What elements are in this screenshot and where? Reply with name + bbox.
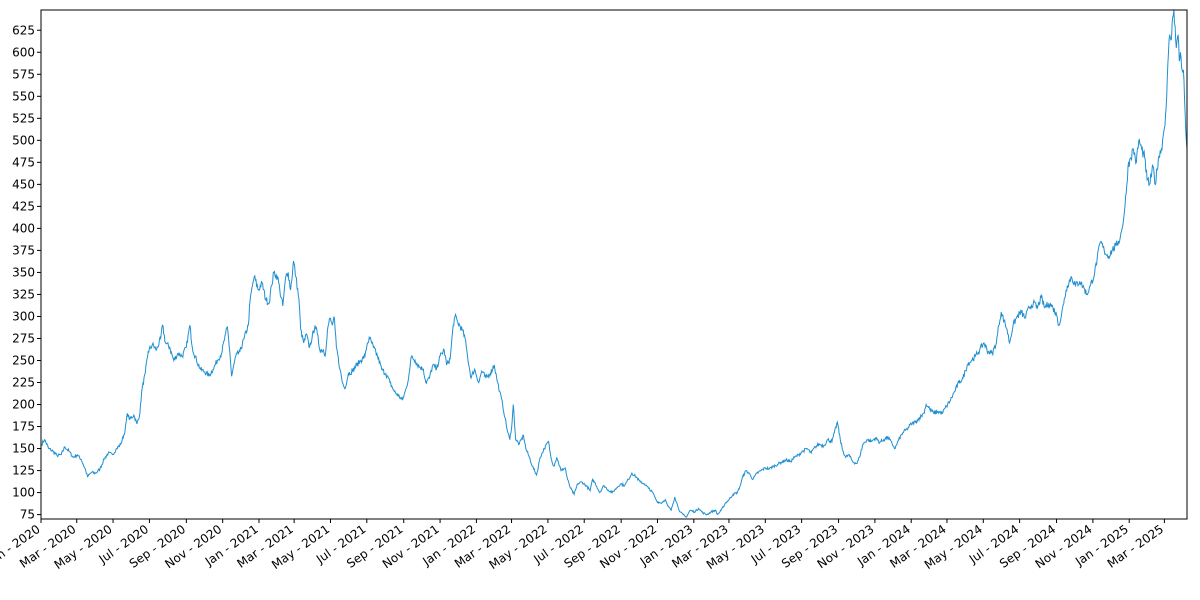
y-tick-label: 525 bbox=[12, 111, 35, 125]
y-tick-label: 325 bbox=[12, 287, 35, 301]
y-tick-label: 625 bbox=[12, 23, 35, 37]
y-tick-label: 550 bbox=[12, 89, 35, 103]
y-tick-label: 100 bbox=[12, 486, 35, 500]
y-tick-label: 425 bbox=[12, 199, 35, 213]
y-tick-label: 450 bbox=[12, 177, 35, 191]
y-tick-label: 125 bbox=[12, 464, 35, 478]
y-tick-label: 250 bbox=[12, 353, 35, 367]
y-tick-label: 75 bbox=[20, 508, 35, 522]
y-tick-label: 300 bbox=[12, 309, 35, 323]
y-tick-label: 350 bbox=[12, 265, 35, 279]
y-tick-label: 400 bbox=[12, 221, 35, 235]
y-tick-label: 200 bbox=[12, 398, 35, 412]
y-tick-label: 175 bbox=[12, 420, 35, 434]
y-tick-label: 500 bbox=[12, 133, 35, 147]
y-tick-label: 475 bbox=[12, 155, 35, 169]
y-tick-label: 275 bbox=[12, 331, 35, 345]
y-axis: 75 100 125 150 175 200 225 250 275 300 325 350 375 40… bbox=[12, 23, 41, 522]
y-tick-label: 375 bbox=[12, 243, 35, 257]
y-tick-label: 575 bbox=[12, 67, 35, 81]
y-tick-label: 600 bbox=[12, 45, 35, 59]
series-line bbox=[41, 9, 1188, 518]
plot-frame bbox=[40, 9, 1188, 520]
y-tick-label: 150 bbox=[12, 442, 35, 456]
y-tick-label: 225 bbox=[12, 376, 35, 390]
